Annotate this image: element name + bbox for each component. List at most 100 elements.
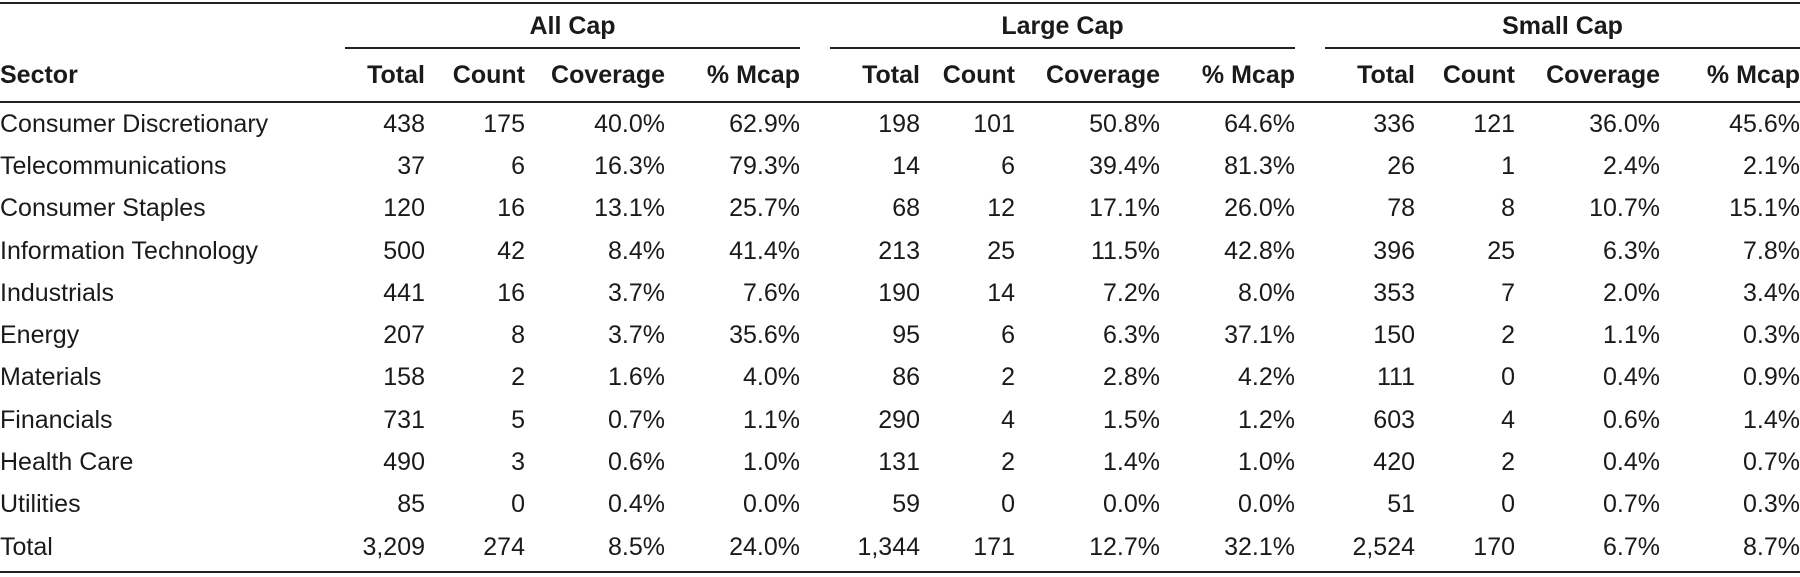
small-cap-total-cell: 51 — [1387, 490, 1416, 519]
all-cap-total-cell: 158 — [383, 363, 425, 392]
all-cap-coverage-cell: 13.1% — [594, 194, 665, 223]
all-cap-mcap-cell: 4.0% — [743, 363, 800, 392]
large-cap-mcap-cell: 64.6% — [1224, 109, 1296, 138]
small-cap-count-cell: 1 — [1501, 151, 1516, 180]
table-row: Materials 158 2 1.6% 4.0% 86 2 2.8% 4.2% 111 0 0.4%… — [0, 357, 1800, 399]
all-cap-total-cell: 3,209 — [362, 532, 425, 561]
all-cap-count-cell: 0 — [511, 490, 525, 519]
spacer-cell — [800, 526, 830, 568]
small-cap-mcap-cell: 45.6% — [1729, 109, 1800, 138]
large-cap-mcap-cell: 26.0% — [1224, 194, 1296, 223]
large-cap-coverage-cell: 6.3% — [1103, 321, 1160, 350]
sector-cell: Energy — [0, 321, 80, 350]
all-cap-total-cell: 37 — [397, 151, 425, 180]
small-cap-mcap-cell: 15.1% — [1729, 194, 1800, 223]
small-cap-mcap-cell: 1.4% — [1743, 405, 1800, 434]
group-large-cap-underline — [830, 47, 1296, 49]
small-cap-count-cell: 170 — [1473, 532, 1516, 561]
large-cap-coverage-cell: 17.1% — [1089, 194, 1160, 223]
sector-cell: Financials — [0, 405, 113, 434]
small-cap-mcap-cell: 7.8% — [1743, 236, 1800, 265]
large-cap-coverage-cell: 2.8% — [1103, 363, 1160, 392]
large-cap-count-cell: 6 — [1001, 151, 1015, 180]
column-header-large-coverage: Coverage — [1015, 49, 1160, 103]
spacer-cell — [800, 441, 830, 483]
small-cap-coverage-cell: 0.7% — [1603, 490, 1661, 519]
all-cap-total-cell: 441 — [383, 278, 425, 307]
sector-cell: Health Care — [0, 448, 134, 477]
small-cap-coverage-cell: 6.7% — [1603, 532, 1661, 561]
small-cap-mcap-cell: 0.3% — [1743, 321, 1800, 350]
sector-cell: Total — [0, 532, 53, 561]
group-large-cap-label: Large Cap — [1001, 12, 1124, 40]
all-cap-coverage-cell: 16.3% — [594, 151, 665, 180]
group-all-cap-underline — [345, 47, 800, 49]
small-cap-count-cell: 0 — [1501, 490, 1516, 519]
spacer-cell — [800, 314, 830, 356]
small-cap-mcap-cell: 2.1% — [1743, 151, 1800, 180]
all-cap-coverage-cell: 1.6% — [608, 363, 665, 392]
large-cap-total-cell: 198 — [878, 109, 920, 138]
large-cap-mcap-cell: 81.3% — [1224, 151, 1296, 180]
small-cap-mcap-cell: 0.3% — [1743, 490, 1800, 519]
sector-cell: Industrials — [0, 278, 114, 307]
column-header-row: Sector Total Count Coverage % Mcap Total… — [0, 49, 1800, 103]
large-cap-total-cell: 213 — [878, 236, 920, 265]
column-header-spacer — [1295, 49, 1326, 103]
column-header-sector: Sector — [0, 49, 345, 103]
spacer-cell — [1295, 314, 1325, 356]
large-cap-mcap-cell: 0.0% — [1238, 490, 1296, 519]
group-small-cap-label: Small Cap — [1502, 12, 1623, 40]
table-row: Consumer Staples 120 16 13.1% 25.7% 68 12 17.1%… — [0, 188, 1800, 230]
all-cap-mcap-cell: 41.4% — [729, 236, 800, 265]
group-blank — [0, 4, 345, 49]
table-row: Telecommunications 37 6 16.3% 79.3% 14 6 39.4% 8… — [0, 145, 1800, 187]
all-cap-mcap-cell: 7.6% — [743, 278, 800, 307]
group-large-cap: Large Cap — [830, 4, 1296, 49]
small-cap-count-cell: 0 — [1501, 363, 1516, 392]
group-all-cap: All Cap — [345, 4, 800, 49]
table-row: Industrials 441 16 3.7% 7.6% 190 14 7.2% 8.0% 353… — [0, 272, 1800, 314]
large-cap-mcap-cell: 1.2% — [1238, 405, 1296, 434]
small-cap-coverage-cell: 2.0% — [1603, 278, 1661, 307]
all-cap-coverage-cell: 3.7% — [608, 321, 665, 350]
all-cap-total-cell: 731 — [383, 405, 425, 434]
column-header-large-mcap: % Mcap — [1160, 49, 1296, 103]
spacer-cell — [800, 399, 830, 441]
sector-cell: Telecommunications — [0, 151, 227, 180]
large-cap-coverage-cell: 11.5% — [1090, 236, 1160, 265]
group-spacer — [800, 4, 830, 49]
large-cap-count-cell: 2 — [1001, 448, 1015, 477]
sector-cell: Consumer Discretionary — [0, 109, 269, 138]
large-cap-total-cell: 131 — [878, 448, 920, 477]
all-cap-total-cell: 207 — [383, 321, 425, 350]
table-body: Consumer Discretionary 438 175 40.0% 62.9% 19… — [0, 102, 1800, 568]
large-cap-mcap-cell: 1.0% — [1238, 448, 1296, 477]
large-cap-count-cell: 6 — [1001, 321, 1015, 350]
all-cap-count-cell: 5 — [511, 405, 525, 434]
spacer-cell — [1295, 484, 1325, 526]
all-cap-mcap-cell: 25.7% — [729, 194, 800, 223]
all-cap-coverage-cell: 0.4% — [608, 490, 665, 519]
all-cap-count-cell: 274 — [483, 532, 525, 561]
all-cap-coverage-cell: 8.5% — [608, 532, 665, 561]
small-cap-total-cell: 396 — [1373, 236, 1416, 265]
large-cap-coverage-cell: 12.7% — [1089, 532, 1160, 561]
large-cap-mcap-cell: 42.8% — [1224, 236, 1296, 265]
all-cap-count-cell: 2 — [511, 363, 525, 392]
all-cap-count-cell: 16 — [497, 194, 525, 223]
spacer-cell — [800, 188, 830, 230]
small-cap-count-cell: 8 — [1501, 194, 1516, 223]
small-cap-coverage-cell: 1.1% — [1603, 321, 1661, 350]
small-cap-count-cell: 4 — [1501, 405, 1516, 434]
top-rule — [0, 2, 1800, 4]
all-cap-coverage-cell: 40.0% — [594, 109, 665, 138]
large-cap-mcap-cell: 37.1% — [1224, 321, 1296, 350]
small-cap-count-cell: 2 — [1501, 321, 1516, 350]
all-cap-mcap-cell: 1.1% — [743, 405, 800, 434]
column-header-small-coverage: Coverage — [1515, 49, 1661, 103]
bottom-rule — [0, 571, 1800, 573]
small-cap-total-cell: 26 — [1387, 151, 1416, 180]
large-cap-total-cell: 95 — [892, 321, 920, 350]
large-cap-count-cell: 2 — [1001, 363, 1015, 392]
